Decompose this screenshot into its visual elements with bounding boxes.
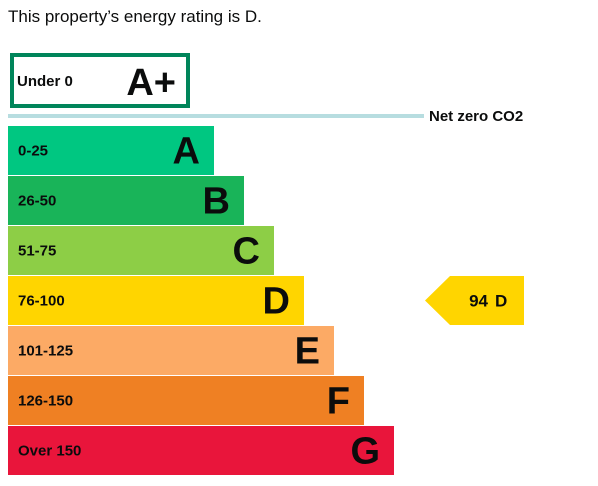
band-g-letter: G (350, 431, 380, 473)
band-e-bar (8, 326, 334, 375)
band-e-range: 101-125 (18, 343, 73, 360)
band-d-letter: D (263, 281, 290, 323)
band-c-range: 51-75 (18, 243, 56, 260)
band-a-range: 0-25 (18, 143, 48, 160)
band-c-bar (8, 226, 274, 275)
band-d-bar (8, 276, 304, 325)
band-aplus-letter: A+ (126, 62, 176, 104)
band-f-bar (8, 376, 364, 425)
band-f-range: 126-150 (18, 393, 73, 410)
band-aplus-range: Under 0 (17, 73, 73, 90)
band-b-letter: B (203, 181, 230, 223)
band-a-bar (8, 126, 214, 175)
band-aplus-box (10, 53, 190, 108)
current-rating-arrow (425, 276, 524, 325)
band-g-range: Over 150 (18, 443, 81, 460)
band-f-letter: F (327, 381, 350, 423)
current-rating-value: 94 (469, 292, 488, 311)
band-a-letter: A (173, 131, 200, 173)
current-rating-letter: D (495, 292, 507, 311)
band-c-letter: C (233, 231, 260, 273)
band-b-range: 26-50 (18, 193, 56, 210)
rating-summary: This property’s energy rating is D. (8, 7, 262, 26)
band-g-bar (8, 426, 394, 475)
band-d-range: 76-100 (18, 293, 65, 310)
band-b-bar (8, 176, 244, 225)
net-zero-label: Net zero CO2 (429, 108, 523, 125)
band-e-letter: E (295, 331, 320, 373)
